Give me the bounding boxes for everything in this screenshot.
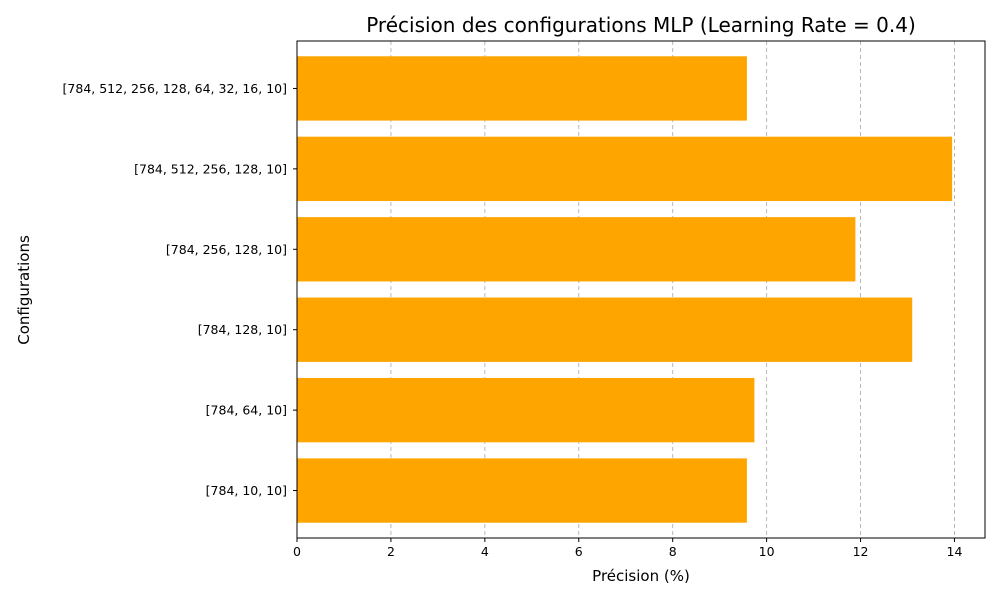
y-tick-label: [784, 512, 256, 128, 10]	[134, 161, 287, 176]
y-tick-label: [784, 10, 10]	[206, 483, 287, 498]
x-tick-label: 8	[669, 544, 677, 559]
x-tick-label: 0	[293, 544, 301, 559]
x-tick-label: 6	[575, 544, 583, 559]
bar	[297, 377, 755, 443]
bar	[297, 136, 953, 202]
bars	[297, 56, 953, 523]
x-tick-label: 10	[759, 544, 775, 559]
x-tick-label: 4	[481, 544, 489, 559]
y-axis-label: Configurations	[15, 235, 33, 345]
chart-title: Précision des configurations MLP (Learni…	[366, 13, 916, 37]
x-tick-label: 12	[853, 544, 869, 559]
y-tick-label: [784, 256, 128, 10]	[166, 242, 287, 257]
x-axis-label: Précision (%)	[592, 567, 690, 585]
plot-frame	[296, 40, 986, 539]
x-tick-label: 14	[947, 544, 963, 559]
grid-lines	[390, 41, 955, 538]
bar	[297, 458, 747, 523]
bar	[297, 217, 856, 282]
y-tick-label: [784, 64, 10]	[206, 403, 287, 418]
x-axis-ticks: 0 2 4 6 8 10 12 14	[293, 538, 962, 559]
bar	[297, 56, 747, 121]
x-tick-label: 2	[387, 544, 395, 559]
y-tick-label: [784, 512, 256, 128, 64, 32, 16, 10]	[63, 81, 287, 96]
y-tick-label: [784, 128, 10]	[198, 322, 287, 337]
y-axis-ticks: [784, 10, 10] [784, 64, 10] [784, 128, 10]…	[63, 81, 297, 498]
bar	[297, 297, 913, 362]
